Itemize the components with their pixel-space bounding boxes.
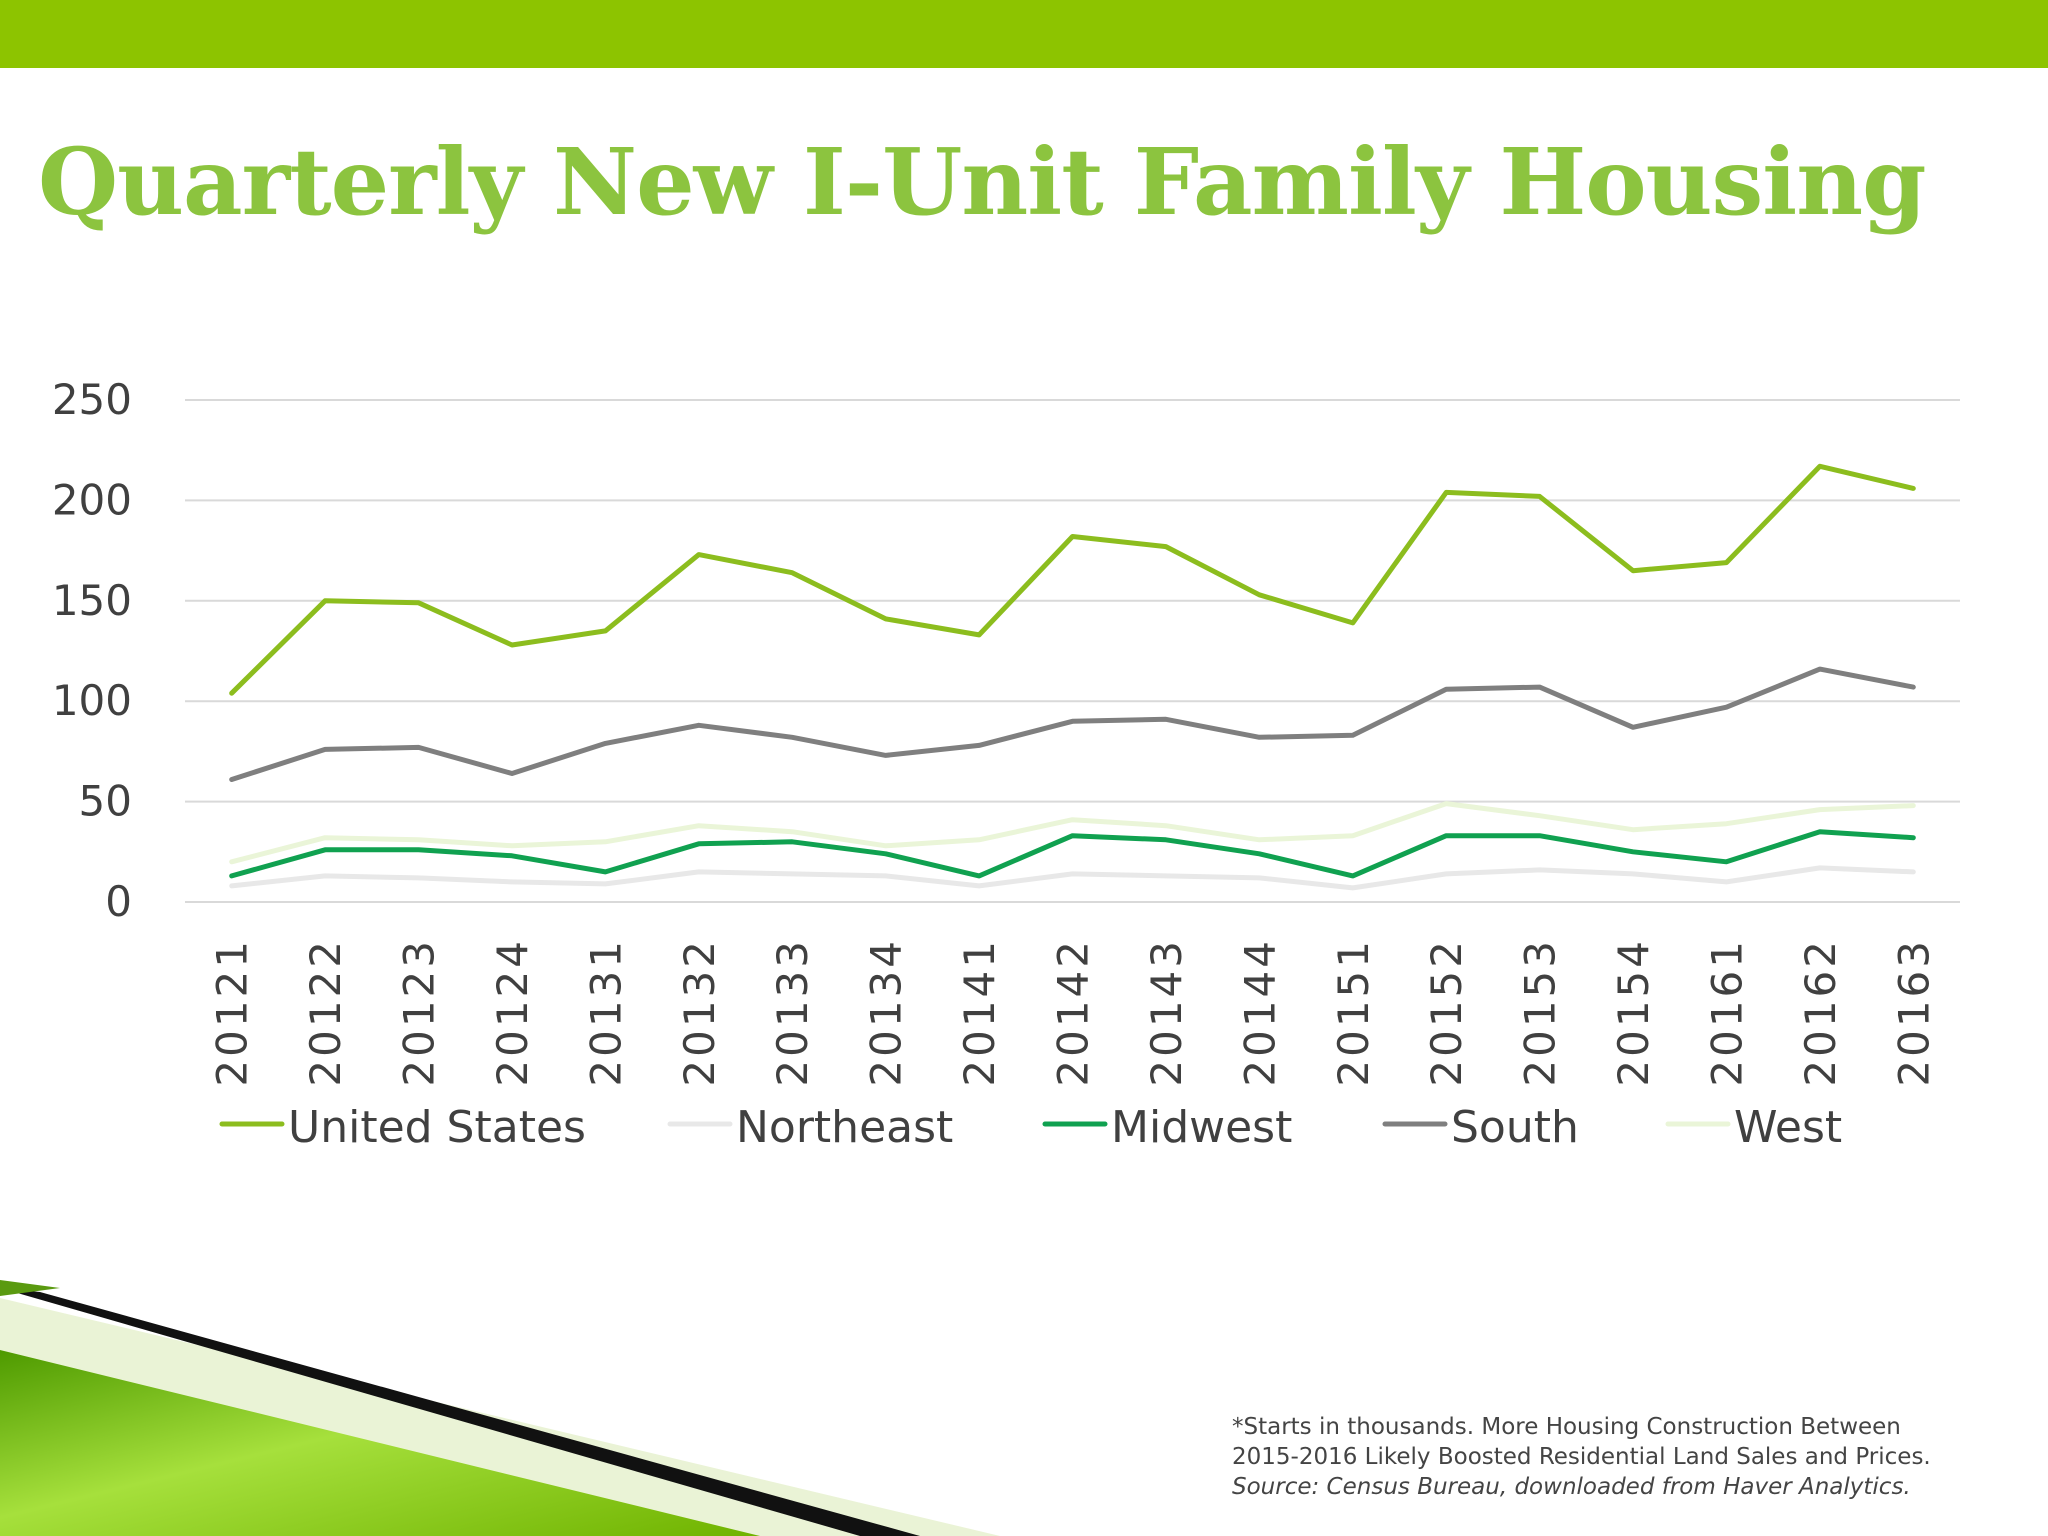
corner-decoration [0,1280,1000,1536]
series-line-united-states [229,463,1916,696]
x-tick-label: 20131 [581,938,630,1087]
y-tick-label: 200 [52,475,132,524]
x-tick-label: 20154 [1609,938,1658,1087]
x-tick-label: 20123 [395,938,444,1087]
footnote-line-2: 2015-2016 Likely Boosted Residential Lan… [1232,1444,1931,1470]
legend-label: West [1734,1102,1842,1153]
x-tick-label: 20142 [1049,938,1098,1087]
footnote-source: Source: Census Bureau, downloaded from H… [1232,1474,1911,1500]
x-tick-label: 20141 [955,938,1004,1087]
series-line-midwest [229,829,1916,879]
x-tick-label: 20122 [301,938,350,1087]
y-tick-label: 0 [105,877,132,926]
x-tick-label: 20163 [1889,938,1938,1087]
series-line-northeast [229,865,1916,891]
x-tick-label: 20161 [1702,938,1751,1087]
y-tick-label: 150 [52,576,132,625]
footnote: *Starts in thousands. More Housing Const… [1232,1412,2032,1502]
footnote-line-1: *Starts in thousands. More Housing Const… [1232,1414,1901,1440]
legend-label: Midwest [1111,1102,1292,1153]
y-tick-label: 250 [52,375,132,424]
slide-title: Quarterly New I-Unit Family Housing [38,128,1926,236]
x-tick-label: 20132 [675,938,724,1087]
legend-label: South [1451,1102,1579,1153]
x-tick-label: 20121 [208,938,257,1087]
x-tick-label: 20151 [1329,938,1378,1087]
series-line-south [229,666,1916,782]
y-tick-label: 100 [52,676,132,725]
top-accent-bar [0,0,2048,68]
x-tick-label: 20144 [1235,938,1284,1087]
x-tick-label: 20153 [1516,938,1565,1087]
legend-label: Northeast [736,1102,953,1153]
legend-label: United States [288,1102,586,1153]
y-tick-label: 50 [79,777,132,826]
x-tick-label: 20133 [768,938,817,1087]
x-tick-label: 20152 [1422,938,1471,1087]
x-tick-label: 20162 [1796,938,1845,1087]
x-tick-label: 20124 [488,938,537,1087]
x-tick-label: 20143 [1142,938,1191,1087]
series-line-west [229,801,1916,865]
x-tick-label: 20134 [862,938,911,1087]
